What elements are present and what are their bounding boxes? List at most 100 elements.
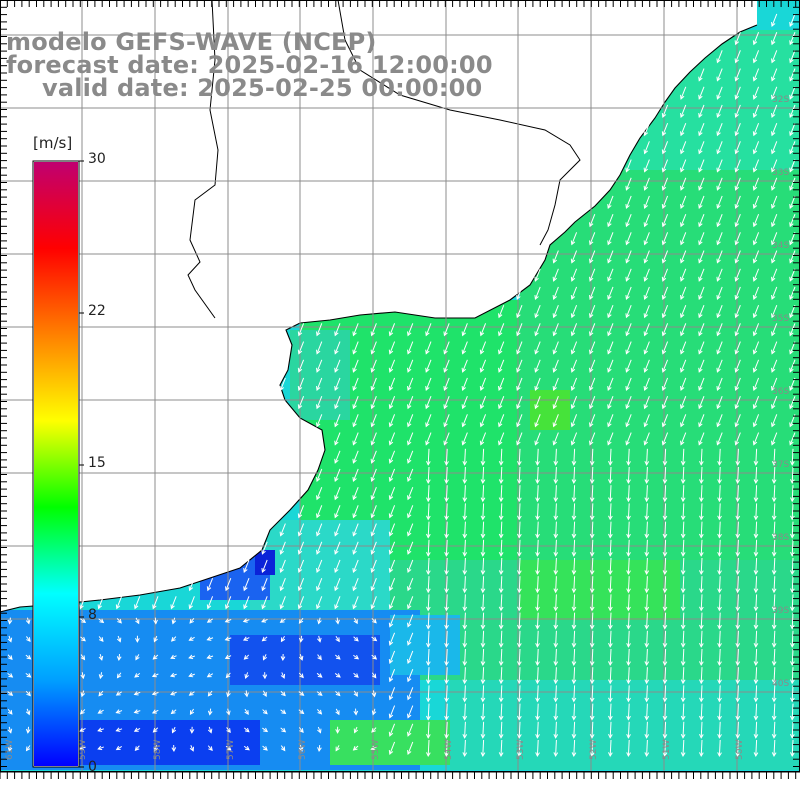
wind-arrow — [553, 395, 559, 409]
wind-arrow — [280, 377, 286, 391]
wind-arrow-head — [534, 331, 539, 337]
wind-arrow-head — [608, 606, 613, 612]
wind-arrow — [573, 612, 576, 629]
wind-arrow-head — [498, 733, 504, 739]
wind-arrow — [789, 213, 796, 227]
wind-arrow — [773, 521, 776, 538]
wind-arrow-head — [644, 551, 650, 557]
wind-arrow — [298, 359, 305, 373]
wind-arrow-head — [25, 710, 31, 716]
wind-arrow — [534, 395, 541, 409]
wind-arrow-head — [207, 728, 213, 734]
wind-arrow — [682, 703, 685, 720]
wind-arrow — [427, 612, 430, 629]
wind-arrow-head — [699, 588, 704, 594]
wind-arrow-head — [352, 331, 357, 337]
wind-arrow — [389, 596, 396, 609]
wind-arrow — [609, 685, 612, 702]
wind-arrow — [371, 577, 377, 591]
wind-arrow-head — [534, 440, 539, 446]
wind-arrow-head — [135, 655, 140, 661]
wind-arrow — [464, 630, 466, 647]
wind-arrow-head — [316, 604, 321, 610]
wind-arrow-head — [280, 673, 286, 679]
wind-arrow — [316, 395, 323, 409]
wind-arrow-head — [335, 710, 340, 716]
wind-arrow — [518, 448, 521, 465]
wind-arrow-head — [426, 606, 431, 612]
wind-arrow — [352, 377, 359, 391]
wind-arrow-head — [370, 422, 376, 428]
wind-arrow-head — [680, 386, 685, 392]
wind-arrow — [591, 685, 594, 702]
wind-arrow-head — [699, 697, 704, 703]
wind-arrow-head — [206, 673, 212, 678]
wind-arrow-head — [152, 604, 157, 610]
wind-arrow — [664, 557, 667, 575]
wind-arrow-head — [571, 752, 577, 758]
wind-arrow — [771, 50, 778, 63]
wind-arrow — [536, 466, 539, 484]
wind-arrow-head — [716, 58, 721, 64]
wind-arrow-head — [299, 728, 304, 733]
wind-arrow — [682, 521, 685, 538]
wind-arrow-head — [680, 551, 686, 557]
wind-arrow-head — [662, 697, 668, 703]
wind-arrow — [591, 703, 594, 720]
wind-arrow — [334, 505, 341, 518]
wind-arrow-head — [734, 76, 740, 82]
wind-arrow-head — [242, 618, 248, 623]
wind-arrow-head — [444, 733, 449, 739]
wind-arrow-head — [752, 295, 758, 301]
wind-arrow-head — [498, 349, 503, 355]
wind-arrow-head — [480, 606, 486, 612]
wind-arrow — [627, 630, 630, 647]
wind-arrow — [609, 739, 612, 757]
wind-arrow-head — [789, 422, 794, 428]
wind-arrow-head — [151, 691, 157, 696]
wind-arrow-head — [608, 624, 613, 630]
wind-arrow — [482, 485, 485, 502]
wind-arrow — [427, 667, 430, 684]
wind-arrow — [427, 685, 430, 702]
wind-arrow-head — [735, 697, 741, 703]
wind-arrow — [464, 448, 466, 465]
wind-arrow-head — [517, 570, 522, 576]
wind-arrow-head — [734, 240, 740, 246]
wind-arrow-head — [789, 185, 794, 191]
wind-arrow-head — [680, 240, 685, 246]
wind-arrow-head — [370, 349, 376, 355]
wind-arrow — [316, 414, 323, 427]
wind-arrow-head — [625, 276, 630, 282]
wind-arrow-head — [244, 710, 249, 715]
wind-arrow-head — [771, 113, 776, 119]
wind-arrow-head — [771, 276, 776, 282]
wind-arrow — [573, 521, 576, 538]
wind-arrow — [553, 341, 559, 354]
wind-arrow — [664, 448, 667, 465]
wind-arrow — [607, 359, 614, 373]
wind-arrow-head — [680, 204, 685, 210]
wind-arrow-head — [316, 586, 321, 592]
wind-arrow — [389, 705, 396, 718]
wind-arrow — [789, 50, 796, 63]
wind-arrow-head — [643, 331, 649, 337]
wind-arrow — [591, 594, 594, 611]
wind-arrow-head — [771, 222, 776, 228]
wind-arrow-head — [771, 240, 776, 246]
wind-arrow-head — [206, 586, 212, 592]
wind-arrow — [627, 721, 630, 738]
wind-arrow — [735, 213, 741, 227]
wind-arrow-head — [407, 568, 412, 574]
wind-arrow — [664, 648, 667, 666]
wind-arrow — [735, 104, 741, 118]
wind-arrow — [571, 232, 578, 245]
wind-arrow — [718, 448, 721, 465]
wind-arrow-head — [99, 618, 105, 624]
wind-arrow-head — [643, 386, 649, 392]
longitude-label: 57W — [226, 740, 236, 760]
wind-arrow-head — [698, 167, 703, 173]
wind-arrow-head — [589, 733, 595, 739]
wind-arrow — [500, 667, 503, 684]
wind-arrow — [316, 359, 323, 373]
